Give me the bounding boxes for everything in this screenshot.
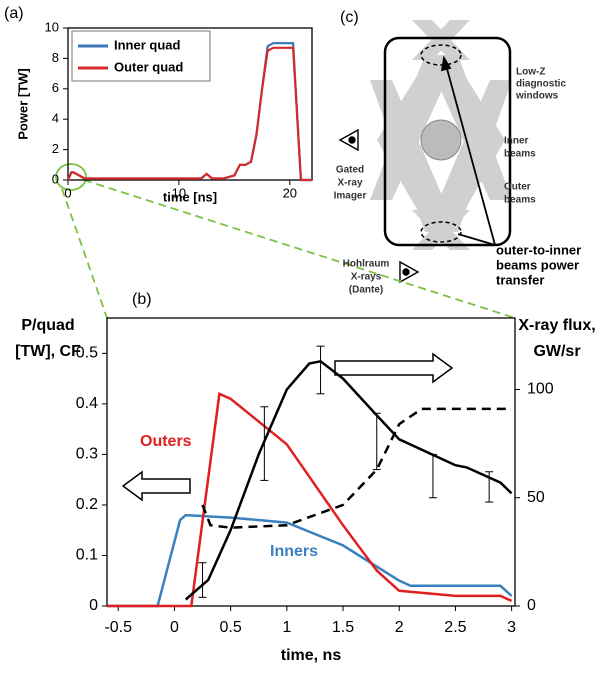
error-bar	[485, 471, 494, 503]
x-tick-label: 3	[507, 619, 516, 636]
series-line	[201, 407, 512, 529]
error-bar	[260, 406, 269, 481]
hohlraum-wall	[383, 36, 512, 247]
error-bar	[316, 345, 325, 395]
y2-tick-label: 100	[527, 381, 554, 398]
y-tick-label: 0.2	[76, 496, 98, 513]
y2-tick-label: 50	[527, 489, 545, 506]
panel-label: (b)	[132, 291, 152, 308]
spot	[420, 44, 462, 66]
diagram-label: beams	[504, 195, 536, 206]
x-tick-label: 10	[172, 185, 186, 200]
spot	[420, 221, 462, 243]
eyes	[338, 128, 420, 284]
y-tick-label: 2	[52, 141, 59, 156]
x-tick-label: 2.5	[444, 619, 466, 636]
legend-box	[71, 30, 211, 82]
x-tick-label: 0.5	[220, 619, 242, 636]
y-tick-label: 0.4	[76, 395, 98, 412]
diagram-label: Gated	[336, 165, 364, 176]
y-tick-label: 0.3	[76, 446, 98, 463]
y2-tick-label: 0	[527, 597, 536, 614]
series-label: Outers	[140, 433, 192, 450]
diagram-label: windows	[515, 91, 559, 102]
plot-frame	[106, 317, 516, 607]
y-axis-title: [TW], CF	[15, 343, 81, 360]
panel-label: (c)	[340, 9, 359, 26]
hohlraum-diagram	[338, 20, 512, 284]
legend-label: Inner quad	[114, 37, 181, 52]
series-line	[107, 513, 513, 608]
x-tick-label: -0.5	[104, 619, 132, 636]
series-line	[184, 359, 513, 601]
y-axis-title: Power [TW]	[15, 68, 30, 140]
diagram-label: transfer	[496, 272, 544, 287]
y-tick-label: 0	[89, 597, 98, 614]
capsule	[420, 119, 462, 161]
diagram-label: Imager	[334, 191, 367, 202]
x-tick-label: 2	[395, 619, 404, 636]
diagram-label: Inner	[504, 136, 529, 147]
legend-label: Outer quad	[114, 59, 183, 74]
y-tick-label: 10	[45, 19, 59, 34]
y2-axis-title: X-ray flux,	[518, 317, 595, 334]
y-tick-label: 8	[52, 50, 59, 65]
y2-axis-title: GW/sr	[533, 343, 580, 360]
y-axis-title: P/quad	[21, 317, 74, 334]
series-line	[107, 391, 513, 608]
x-tick-label: 1.5	[332, 619, 354, 636]
error-bar	[428, 453, 437, 499]
y-tick-label: 4	[52, 111, 59, 126]
x-axis-title: time [ns]	[163, 189, 217, 204]
diagram-label: beams	[504, 149, 536, 160]
y-tick-label: 0	[52, 171, 59, 186]
diagram-label: outer-to-inner	[496, 242, 581, 257]
diagram-label: Low-Z	[516, 67, 545, 78]
y-tick-label: 0.1	[76, 547, 98, 564]
diagram-label: diagnostic	[516, 79, 566, 90]
diagram-label: X-ray	[337, 178, 362, 189]
x-axis-title: time, ns	[281, 647, 342, 664]
x-tick-label: 20	[283, 185, 297, 200]
arrows	[440, 55, 496, 246]
diagram-label: beams power	[496, 257, 579, 272]
diagram-label: Hohlraum	[343, 259, 390, 270]
series-line	[66, 46, 312, 182]
x-tick-label: 1	[282, 619, 291, 636]
error-bar	[198, 562, 207, 598]
diagram-label: X-rays	[351, 272, 382, 283]
y-tick-label: 6	[52, 80, 59, 95]
error-bar	[372, 412, 381, 471]
series-label: Inners	[270, 543, 318, 560]
x-tick-label: 0	[170, 619, 179, 636]
axis-arrow-right	[334, 352, 454, 384]
diagram-label: Outer	[504, 182, 531, 193]
diagram-label: (Dante)	[349, 285, 383, 296]
panel-label: (a)	[4, 5, 24, 22]
x-tick-label: 0	[64, 185, 71, 200]
plot-frame	[67, 27, 313, 181]
axis-arrow-left	[121, 470, 191, 502]
zoom-indicator	[55, 163, 516, 319]
y-tick-label: 0.5	[76, 345, 98, 362]
